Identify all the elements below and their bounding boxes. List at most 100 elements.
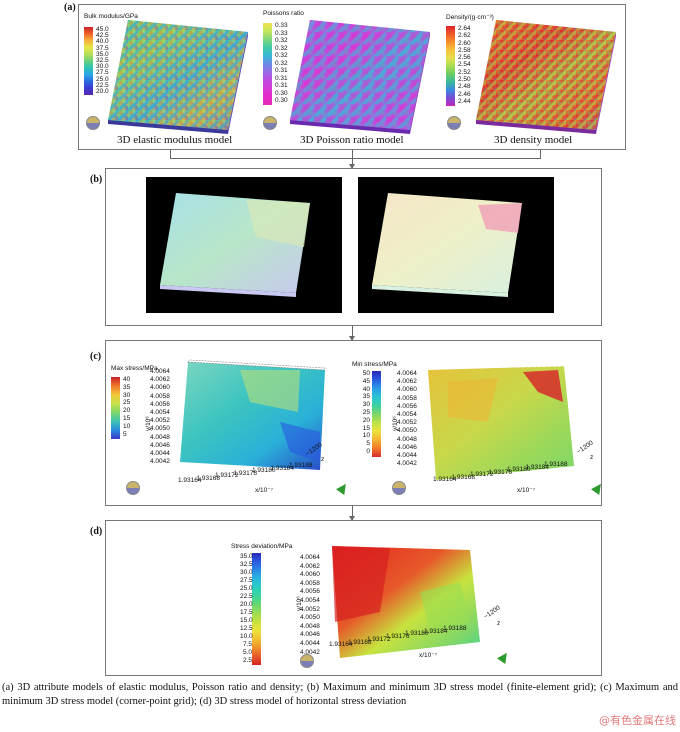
colorbar-title: Min stress/MPa <box>352 361 397 368</box>
colorbar <box>111 377 120 439</box>
x-tick-label: 1.93188 <box>443 625 467 632</box>
tick-label: 42.5 <box>96 32 109 40</box>
tick-label: 0.33 <box>275 29 288 37</box>
flow-arrow <box>349 506 355 521</box>
tick-label: 4.0042 <box>300 648 320 656</box>
x-tick-label: 1.93164 <box>433 476 457 483</box>
tick-label: 15 <box>123 414 131 422</box>
orientation-disc-icon <box>126 481 140 495</box>
tick-label: 4.0062 <box>397 378 417 386</box>
y-axis-label: y/10⁶ <box>144 416 152 431</box>
tick-label: 12.5 <box>240 625 253 632</box>
x-tick-label: 1.93164 <box>178 477 202 484</box>
x-tick-label: 1.93168 <box>196 474 221 482</box>
tick-label: 4.0064 <box>300 554 320 561</box>
orientation-disc-icon <box>263 116 277 130</box>
tick-label: 0.32 <box>275 52 288 59</box>
tick-label: 4.0050 <box>397 427 417 435</box>
x-tick-label: 1.93184 <box>270 464 295 472</box>
x-tick-label: 1.93168 <box>451 473 476 481</box>
colorbar-title: Poissons ratio <box>263 10 304 17</box>
panel-d-label: (d) <box>90 526 103 537</box>
tick-label: 40 <box>362 385 370 393</box>
tick-label: 0.30 <box>275 97 288 104</box>
tick-label: 4.0050 <box>150 425 170 433</box>
tick-label: 50 <box>362 370 370 377</box>
tick-label: 4.0044 <box>300 639 320 647</box>
tick-label: 10 <box>123 422 131 430</box>
tick-label: 27.5 <box>96 69 109 77</box>
tick-label: 25 <box>362 408 370 416</box>
tick-label: 35.0 <box>240 553 253 560</box>
x-tick-label: 1.93180 <box>507 466 531 473</box>
figure-caption: (a) 3D attribute models of elastic modul… <box>2 682 678 707</box>
tick-label: 10.0 <box>240 633 253 640</box>
tick-label: 2.58 <box>458 46 471 54</box>
colorbar-ticks: 2.64 2.62 2.60 2.58 2.56 2.54 2.52 2.50 2.48 2.46… <box>458 25 471 106</box>
density-volume <box>476 20 616 134</box>
x-tick-label: 1.93180 <box>252 467 276 474</box>
x-tick-label: 1.93172 <box>470 471 494 478</box>
colorbar-ticks: 50 45 40 35 30 25 20 15 10 5 0 <box>360 370 370 457</box>
tick-label: 0.31 <box>275 82 288 89</box>
panel-b-label: (b) <box>90 174 103 185</box>
tick-label: 25 <box>123 399 131 407</box>
tick-label: 20 <box>123 407 131 415</box>
panel-c-label: (c) <box>90 351 102 362</box>
y-axis-ticks: 4.0064 4.0062 4.0060 4.0058 4.0056 4.0054 4.00… <box>300 554 320 658</box>
tick-label: 30 <box>123 391 131 399</box>
tick-label: 4.0044 <box>397 451 417 459</box>
colorbar-title: Bulk modulus/GPa <box>84 13 138 20</box>
x-tick-label: 1.93176 <box>386 633 410 641</box>
colorbar-ticks: 45.0 42.5 40.0 37.5 35.0 32.5 30.0 27.5 25.0 22.5… <box>96 26 109 95</box>
colorbar-title: Density/(g·cm⁻³) <box>446 14 494 21</box>
tick-label: 2.60 <box>458 39 471 47</box>
flow-arrow <box>349 150 355 169</box>
tick-label: 4.0052 <box>150 417 170 425</box>
tick-label: 20.0 <box>96 87 109 95</box>
tick-label: 35 <box>123 383 131 391</box>
tick-label: 20 <box>362 416 370 424</box>
stress-deviation-volume <box>332 546 480 658</box>
tick-label: 4.0046 <box>397 443 417 451</box>
tick-label: 32.5 <box>96 56 109 64</box>
tick-label: 7.5 <box>242 641 252 648</box>
tick-label: 45.0 <box>96 26 109 33</box>
tick-label: 4.0052 <box>300 605 320 613</box>
tick-label: 45 <box>362 377 370 385</box>
z-axis-label: z <box>590 454 594 461</box>
tick-label: 4.0042 <box>397 460 417 468</box>
x-tick-label: 1.93176 <box>233 469 258 477</box>
flow-arrow <box>349 326 355 341</box>
tick-label: 4.0042 <box>150 458 170 466</box>
tick-label: 4.0048 <box>397 435 417 443</box>
colorbar <box>446 26 455 106</box>
tick-label: 4.0048 <box>150 433 170 441</box>
tick-label: 25.0 <box>240 585 253 592</box>
orientation-disc-icon <box>392 481 406 495</box>
tick-label: 0.33 <box>275 22 288 29</box>
orientation-disc-icon <box>300 654 314 668</box>
tick-label: 4.0062 <box>150 376 170 384</box>
tick-label: 20.0 <box>240 601 253 608</box>
tick-label: 4.0054 <box>300 596 320 604</box>
orientation-disc-icon <box>86 116 100 130</box>
tick-label: 2.54 <box>458 61 471 69</box>
tick-label: 35 <box>362 393 370 401</box>
tick-label: 4.0054 <box>150 408 170 416</box>
connector <box>170 158 541 159</box>
x-axis-label: x/10⁻⁷ <box>419 652 438 659</box>
tick-label: 2.64 <box>458 25 471 32</box>
tick-label: 5 <box>123 430 127 438</box>
tick-label: 4.0044 <box>150 449 170 457</box>
tick-label: 0.30 <box>275 89 288 97</box>
tick-label: 4.0064 <box>150 368 170 375</box>
x-tick-label: 1.93188 <box>544 461 568 468</box>
colorbar <box>263 23 272 105</box>
colorbar-ticks: 35.0 32.5 30.0 27.5 25.0 22.5 20.0 17.5 15.0 12.5… <box>240 553 253 665</box>
tick-label: 4.0056 <box>397 402 417 410</box>
y-axis-label: y/10⁶ <box>391 416 399 431</box>
tick-label: 2.50 <box>458 76 471 84</box>
tick-label: 4.0060 <box>300 571 320 579</box>
x-tick-label: 1.93164 <box>329 641 353 649</box>
